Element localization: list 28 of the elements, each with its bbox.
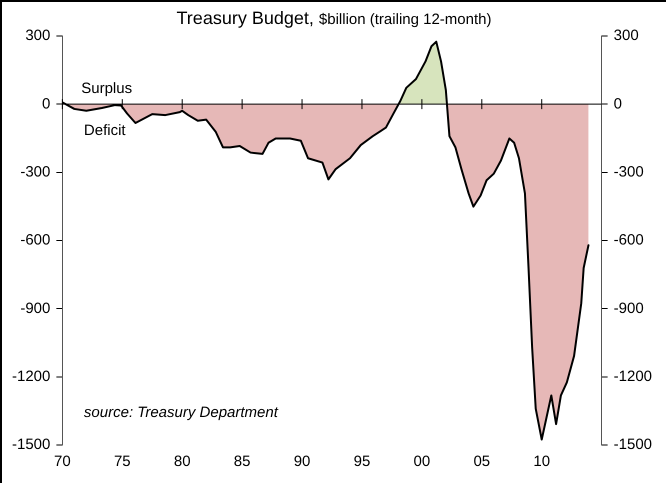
y-tick-label: -900 [20, 300, 50, 317]
y2-tick-label: 0 [614, 95, 622, 112]
y2-tick-label: 300 [614, 27, 639, 44]
y-tick-label: 0 [42, 95, 50, 112]
x-tick-label: 85 [234, 453, 250, 470]
x-tick-label: 95 [354, 453, 370, 470]
y2-tick-label: -900 [614, 300, 644, 317]
y-tick-label: -1200 [12, 368, 50, 385]
x-tick-label: 80 [174, 453, 191, 470]
y2-tick-label: -1200 [614, 368, 652, 385]
x-tick-label: 75 [114, 453, 131, 470]
annotation: source: Treasury Department [84, 404, 278, 422]
x-tick-label: 05 [473, 453, 490, 470]
x-tick-label: 10 [533, 453, 550, 470]
y2-tick-label: -1500 [614, 436, 652, 454]
y2-tick-label: -300 [614, 163, 644, 180]
chart-subtitle: $billion (trailing 12-month) [318, 11, 492, 28]
y-tick-label: 300 [25, 27, 50, 44]
x-tick-label: 70 [54, 453, 71, 470]
x-tick-label: 90 [294, 453, 310, 470]
y-tick-label: -1500 [12, 436, 50, 454]
x-tick-label: 00 [414, 453, 430, 470]
annotation: Surplus [81, 80, 132, 98]
y2-tick-label: -600 [614, 232, 644, 249]
chart-title: Treasury Budget, [176, 8, 314, 28]
y-tick-label: -300 [20, 163, 50, 180]
annotation: Deficit [84, 122, 126, 140]
y-tick-label: -600 [20, 232, 50, 249]
